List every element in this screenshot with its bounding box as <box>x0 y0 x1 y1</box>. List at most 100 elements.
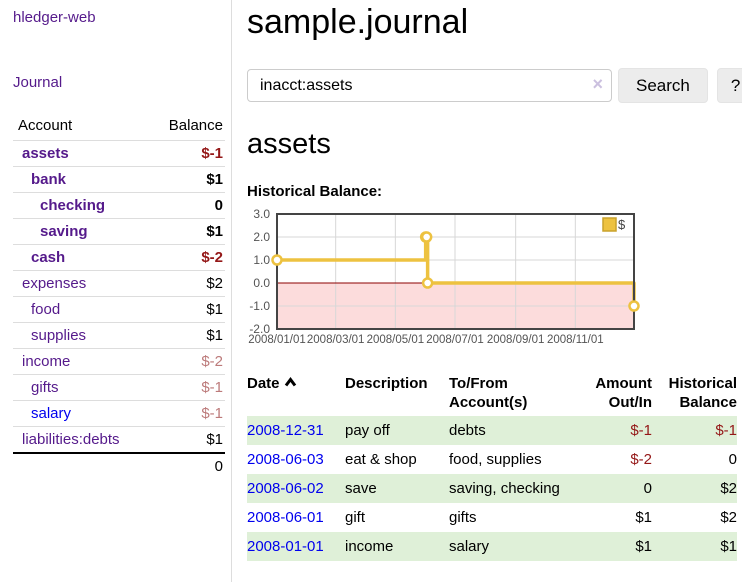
account-balance: $-1 <box>147 400 225 427</box>
register-date-cell: 2008-06-03 <box>247 445 345 474</box>
sidebar: hledger-web Journal Account Balance asse… <box>0 0 232 582</box>
register-description: eat & shop <box>345 451 417 468</box>
register-accounts: gifts <box>449 509 477 526</box>
register-description: income <box>345 538 394 555</box>
accounts-header-account: Account <box>18 117 73 134</box>
register-amount: $1 <box>635 509 652 526</box>
accounts-total-value: 0 <box>147 452 225 479</box>
account-row: cash $-2 <box>13 244 225 271</box>
register-header-description: Description <box>345 375 428 392</box>
sidebar-nav: Journal <box>13 74 224 91</box>
svg-text:$: $ <box>618 217 626 232</box>
register-amount: 0 <box>643 480 652 497</box>
transaction-date-link[interactable]: 2008-12-31 <box>247 422 324 439</box>
sidebar-account-link[interactable]: income <box>22 353 71 370</box>
register-row: 2008-06-02 save saving, checking 0 $2 <box>247 474 737 503</box>
transaction-date-link[interactable]: 2008-06-01 <box>247 509 324 526</box>
account-balance: 0 <box>147 192 225 219</box>
register-amount: $-1 <box>630 422 652 439</box>
register-header-balance: Historical Balance <box>668 375 737 411</box>
register-accounts: salary <box>449 538 490 555</box>
register-balance: 0 <box>728 451 737 468</box>
svg-text:-2.0: -2.0 <box>249 322 270 336</box>
svg-text:2008/05/01: 2008/05/01 <box>367 334 425 346</box>
register-accounts: debts <box>449 422 486 439</box>
transaction-date-link[interactable]: 2008-06-03 <box>247 451 324 468</box>
sidebar-account-link[interactable]: assets <box>22 145 69 162</box>
sidebar-account-link[interactable]: checking <box>40 197 106 214</box>
register-description: pay off <box>345 422 390 439</box>
register-amount: $1 <box>635 538 652 555</box>
account-name-cell: supplies <box>13 322 148 349</box>
accounts-table: Account Balance assets $-1 bank $1 checking 0… <box>13 113 225 479</box>
account-balance: $-2 <box>147 244 225 271</box>
account-row: supplies $1 <box>13 322 225 349</box>
register-row: 2008-06-01 gift gifts $1 $2 <box>247 503 737 532</box>
sidebar-account-link[interactable]: liabilities:debts <box>22 431 120 448</box>
sidebar-account-link[interactable]: gifts <box>31 379 59 396</box>
register-header-row: Date Description To/From Account(s) Amou… <box>247 370 737 416</box>
sidebar-account-link[interactable]: cash <box>31 249 66 266</box>
account-page-title: assets <box>247 128 331 160</box>
search-box: × <box>247 69 612 102</box>
register-date-cell: 2008-12-31 <box>247 416 345 445</box>
app-title-link[interactable]: hledger-web <box>13 9 96 26</box>
transaction-date-link[interactable]: 2008-06-02 <box>247 480 324 497</box>
accounts-total-row: 0 <box>13 452 225 479</box>
help-button[interactable]: ? <box>716 68 742 103</box>
clear-search-icon[interactable]: × <box>592 74 603 94</box>
register-row: 2008-01-01 income salary $1 $1 <box>247 532 737 561</box>
account-name-cell: salary <box>13 400 148 427</box>
register-accounts: saving, checking <box>449 480 560 497</box>
account-row: income $-2 <box>13 348 225 375</box>
account-balance: $1 <box>147 426 225 453</box>
svg-text:3.0: 3.0 <box>253 207 270 221</box>
account-balance: $1 <box>147 322 225 349</box>
account-balance: $1 <box>147 218 225 245</box>
account-row: expenses $2 <box>13 270 225 297</box>
historical-balance-chart: 3.0 2.0 1.0 0.0 -1.0 -2.0 2008/01/01 2008/03/01… <box>247 207 742 349</box>
account-balance: $-1 <box>147 374 225 401</box>
account-row: salary $-1 <box>13 400 225 427</box>
chart-title: Historical Balance: <box>247 183 383 200</box>
search-input[interactable] <box>247 69 612 102</box>
sidebar-item-journal[interactable]: Journal <box>13 74 63 91</box>
register-header-accounts: To/From Account(s) <box>449 375 528 411</box>
sidebar-account-link[interactable]: saving <box>40 223 88 240</box>
sidebar-account-link[interactable]: supplies <box>31 327 87 344</box>
sidebar-account-link[interactable]: expenses <box>22 275 87 292</box>
sidebar-account-link[interactable]: salary <box>31 405 72 422</box>
search-button[interactable]: Search <box>618 68 708 103</box>
account-name-cell: food <box>13 296 148 323</box>
sort-ascending-icon[interactable] <box>284 374 297 393</box>
search-form: × Search ? <box>247 68 742 103</box>
sidebar-account-link[interactable]: bank <box>31 171 67 188</box>
account-name-cell: cash <box>13 244 148 271</box>
register-row: 2008-06-03 eat & shop food, supplies $-2 0 <box>247 445 737 474</box>
account-row: food $1 <box>13 296 225 323</box>
main-content: sample.journal × Search ? assets Histori… <box>232 0 742 582</box>
svg-text:2008/11/01: 2008/11/01 <box>547 334 604 346</box>
svg-text:-1.0: -1.0 <box>249 299 270 313</box>
register-date-cell: 2008-06-01 <box>247 503 345 532</box>
svg-text:2008/07/01: 2008/07/01 <box>426 334 484 346</box>
svg-text:2.0: 2.0 <box>253 230 270 244</box>
account-row: checking 0 <box>13 192 225 219</box>
account-balance: $-2 <box>147 348 225 375</box>
account-row: saving $1 <box>13 218 225 245</box>
date-header-label[interactable]: Date <box>247 375 280 392</box>
register-description: save <box>345 480 377 497</box>
account-balance: $1 <box>147 296 225 323</box>
transaction-date-link[interactable]: 2008-01-01 <box>247 538 324 555</box>
account-name-cell: income <box>13 348 148 375</box>
register-balance: $2 <box>720 480 737 497</box>
account-name-cell: checking <box>13 192 148 219</box>
svg-text:0.0: 0.0 <box>253 276 270 290</box>
svg-text:1.0: 1.0 <box>253 253 270 267</box>
register-balance: $2 <box>720 509 737 526</box>
account-name-cell: gifts <box>13 374 148 401</box>
account-name-cell: bank <box>13 166 148 193</box>
sidebar-account-link[interactable]: food <box>31 301 61 318</box>
